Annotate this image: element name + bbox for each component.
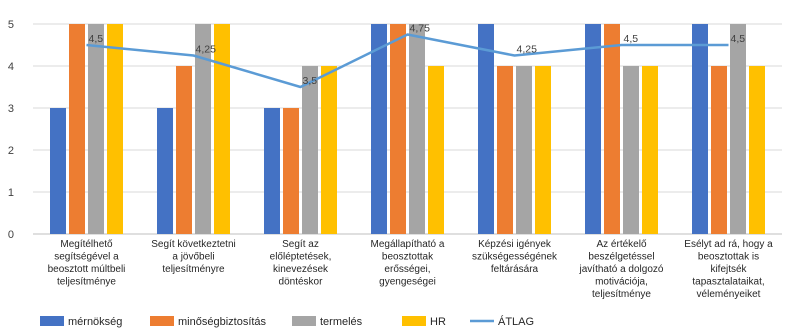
bar-minőségbiztosítás: [711, 66, 727, 234]
x-tick-label: szükségességének: [472, 252, 558, 263]
x-tick-label: előléptetések,: [270, 252, 332, 263]
bar-termelés: [409, 24, 425, 234]
x-tick-label: motivációja,: [595, 277, 648, 288]
y-tick-label: 3: [8, 103, 14, 115]
x-tick-label: beosztott múltbeli: [48, 264, 126, 275]
x-tick-label: beosztottak is: [698, 252, 759, 263]
bar-mérnökség: [478, 24, 494, 234]
y-axis: 0 1 2 3 4 5: [8, 19, 14, 241]
bar-minőségbiztosítás: [69, 24, 85, 234]
x-tick-label: feltárására: [491, 264, 539, 275]
bar-minőségbiztosítás: [390, 24, 406, 234]
x-tick-label: Képzési igények: [478, 239, 552, 250]
bar-mérnökség: [50, 108, 66, 234]
legend-swatch: [402, 316, 426, 326]
x-tick-label: véleményeiket: [697, 289, 761, 300]
bar-termelés: [623, 66, 639, 234]
x-tick-label: Az értékelő: [596, 239, 646, 250]
legend-label: termelés: [320, 316, 363, 328]
y-tick-label: 4: [8, 61, 14, 73]
bar-mérnökség: [264, 108, 280, 234]
bar-minőségbiztosítás: [176, 66, 192, 234]
y-tick-label: 2: [8, 145, 14, 157]
x-tick-label: Megítélhető: [60, 239, 113, 250]
bar-termelés: [88, 24, 104, 234]
x-tick-label: teljesítményre: [162, 264, 225, 275]
x-tick-label: kinevezések: [273, 264, 329, 275]
y-tick-label: 5: [8, 19, 14, 31]
gridlines: [33, 23, 782, 235]
x-tick-label: a jövőbeli: [172, 252, 214, 263]
bar-termelés: [516, 66, 532, 234]
y-tick-label: 1: [8, 187, 14, 199]
x-tick-label: teljesítménye: [592, 289, 651, 300]
x-tick-label: Megállapítható a: [371, 239, 445, 250]
bar-minőségbiztosítás: [497, 66, 513, 234]
bar-HR: [428, 66, 444, 234]
legend: mérnökség minőségbiztosítás termelés HR ÁTLA…: [40, 315, 534, 328]
average-data-label: 4,75: [410, 23, 431, 35]
legend-swatch: [40, 316, 64, 326]
legend-label: mérnökség: [68, 316, 122, 328]
bar-termelés: [302, 66, 318, 234]
legend-label: ÁTLAG: [498, 315, 534, 328]
bar-HR: [642, 66, 658, 234]
legend-swatch: [150, 316, 174, 326]
x-tick-label: kifejtsék: [710, 264, 747, 275]
x-tick-label: Segít következtetni: [151, 239, 236, 250]
bar-mérnökség: [371, 24, 387, 234]
x-tick-label: döntéskor: [279, 277, 324, 288]
average-data-label: 4,5: [624, 33, 639, 45]
bars: [50, 24, 765, 234]
x-tick-label: javítható a dolgozó: [579, 264, 664, 275]
legend-swatch: [292, 316, 316, 326]
bar-HR: [535, 66, 551, 234]
bar-HR: [107, 24, 123, 234]
average-line: 4,5 4,25 3,5 4,75 4,25 4,5 4,5: [86, 23, 746, 89]
bar-termelés: [195, 24, 211, 234]
average-data-label: 4,25: [196, 44, 217, 56]
bar-HR: [214, 24, 230, 234]
x-tick-label: Segít az: [282, 239, 319, 250]
bar-HR: [749, 66, 765, 234]
average-data-label: 4,5: [731, 33, 746, 45]
bar-minőségbiztosítás: [283, 108, 299, 234]
average-line-path: [86, 33, 729, 89]
x-tick-label: teljesítménye: [57, 277, 116, 288]
bar-termelés: [730, 24, 746, 234]
average-data-label: 4,25: [517, 44, 538, 56]
legend-label: minőségbiztosítás: [178, 316, 267, 328]
bar-minőségbiztosítás: [604, 24, 620, 234]
bar-mérnökség: [692, 24, 708, 234]
x-tick-label: tapasztalataikat,: [692, 277, 764, 288]
bar-HR: [321, 66, 337, 234]
x-tick-label: beosztottak: [382, 252, 434, 263]
x-tick-label: segítségével a: [54, 252, 119, 263]
x-tick-label: erősségei,: [384, 264, 430, 275]
bar-mérnökség: [585, 24, 601, 234]
x-tick-label: beszélgetéssel: [588, 252, 654, 263]
x-tick-label: gyengeségei: [379, 277, 436, 288]
x-tick-label: Esélyt ad rá, hogy a: [684, 239, 773, 250]
legend-label: HR: [430, 316, 446, 328]
average-data-label: 3,5: [303, 75, 318, 87]
average-data-label: 4,5: [89, 33, 104, 45]
y-tick-label: 0: [8, 229, 14, 241]
bar-mérnökség: [157, 108, 173, 234]
